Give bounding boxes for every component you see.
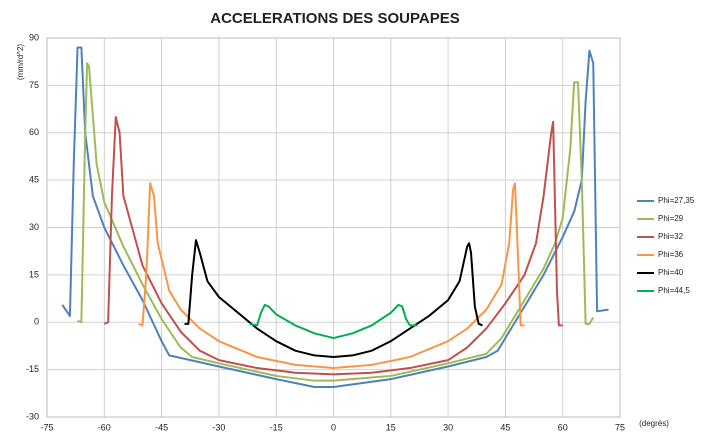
x-tick-label: 15 <box>386 422 396 432</box>
x-tick-label: 60 <box>558 422 568 432</box>
y-tick-label: 90 <box>29 32 39 42</box>
x-tick-label: 0 <box>331 422 336 432</box>
x-tick-label: 45 <box>500 422 510 432</box>
y-tick-label: 45 <box>29 175 39 185</box>
y-tick-label: 0 <box>34 317 39 327</box>
series-line <box>249 303 418 340</box>
legend-label: Phi=32 <box>658 232 684 241</box>
y-tick-label: 15 <box>29 269 39 279</box>
series-line <box>184 239 483 358</box>
x-tick-label: -45 <box>155 422 168 432</box>
x-tick-label: -60 <box>98 422 111 432</box>
y-tick-label: 75 <box>29 80 39 90</box>
x-axis-label: (degrés) <box>639 419 669 428</box>
x-tick-label: -15 <box>270 422 283 432</box>
legend-label: Phi=40 <box>658 268 684 277</box>
series-line <box>61 46 609 388</box>
legend-label: Phi=44,5 <box>658 286 690 295</box>
x-tick-label: -75 <box>40 422 53 432</box>
y-tick-label: 60 <box>29 127 39 137</box>
plot-border <box>46 37 621 418</box>
legend-label: Phi=27,35 <box>658 196 695 205</box>
y-axis-label: (mm/rd^2) <box>16 44 25 81</box>
y-tick-label: 30 <box>29 222 39 232</box>
y-tick-label: -15 <box>26 364 39 374</box>
series-line <box>77 62 595 382</box>
legend-label: Phi=29 <box>658 214 684 223</box>
x-tick-label: 30 <box>443 422 453 432</box>
series-line <box>138 182 525 370</box>
legend-label: Phi=36 <box>658 250 684 259</box>
series-line <box>103 115 563 376</box>
chart-title: ACCELERATIONS DES SOUPAPES <box>210 10 459 27</box>
x-tick-label: 75 <box>615 422 625 432</box>
y-tick-label: -30 <box>26 411 39 421</box>
x-tick-label: -30 <box>212 422 225 432</box>
